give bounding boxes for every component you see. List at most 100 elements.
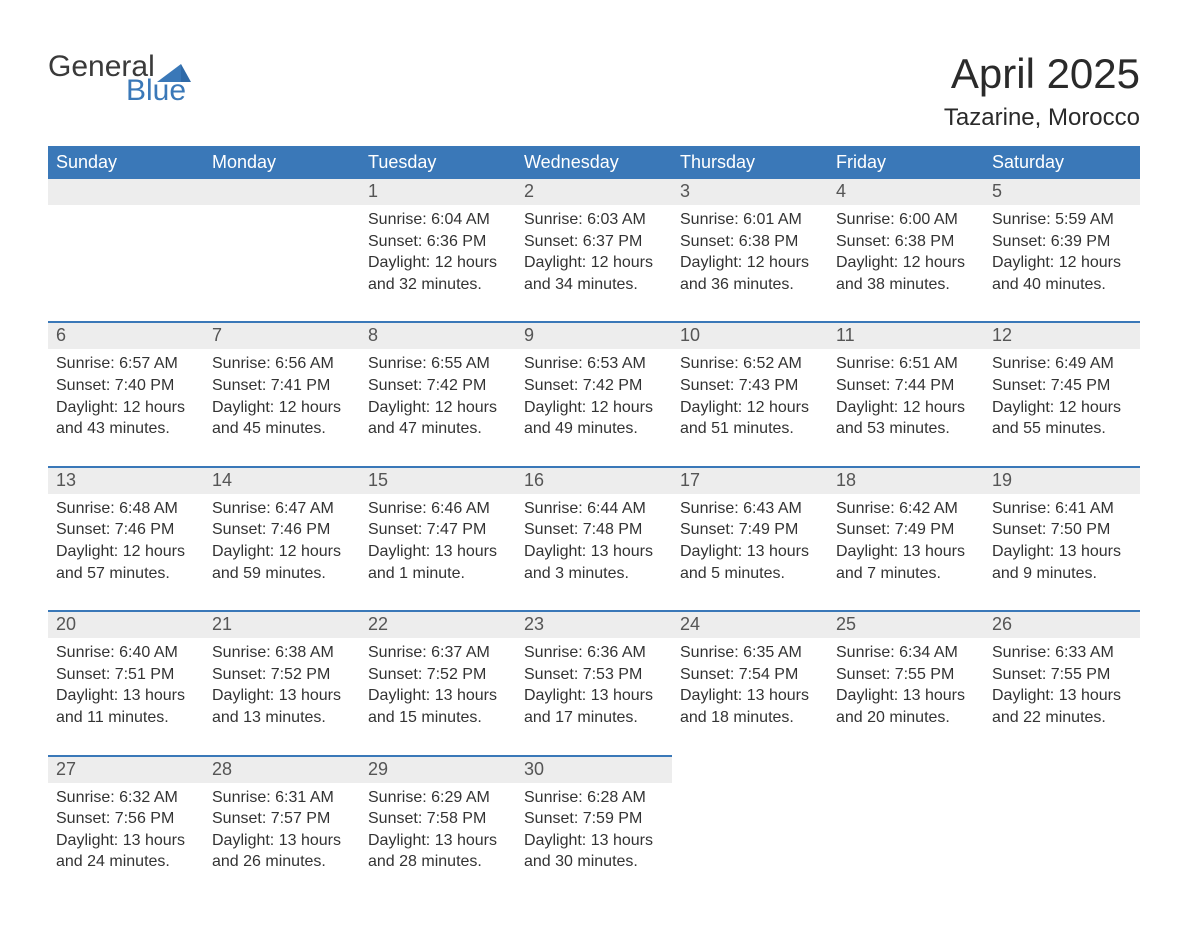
- sunrise-text: Sunrise: 6:37 AM: [368, 642, 508, 664]
- day-number: 14: [204, 468, 360, 494]
- day-cell: 22Sunrise: 6:37 AMSunset: 7:52 PMDayligh…: [360, 611, 516, 755]
- daylight-text-2: and 28 minutes.: [368, 851, 508, 873]
- sunrise-text: Sunrise: 6:57 AM: [56, 353, 196, 375]
- sunset-text: Sunset: 7:42 PM: [368, 375, 508, 397]
- sunrise-text: Sunrise: 6:44 AM: [524, 498, 664, 520]
- daylight-text-2: and 26 minutes.: [212, 851, 352, 873]
- day-number: 12: [984, 323, 1140, 349]
- sunrise-text: Sunrise: 6:43 AM: [680, 498, 820, 520]
- day-cell: 6Sunrise: 6:57 AMSunset: 7:40 PMDaylight…: [48, 322, 204, 466]
- day-body: Sunrise: 6:36 AMSunset: 7:53 PMDaylight:…: [516, 638, 672, 754]
- day-cell: 20Sunrise: 6:40 AMSunset: 7:51 PMDayligh…: [48, 611, 204, 755]
- day-body: Sunrise: 6:46 AMSunset: 7:47 PMDaylight:…: [360, 494, 516, 610]
- daylight-text-1: Daylight: 12 hours: [368, 252, 508, 274]
- sunrise-text: Sunrise: 6:48 AM: [56, 498, 196, 520]
- day-cell: 13Sunrise: 6:48 AMSunset: 7:46 PMDayligh…: [48, 467, 204, 611]
- day-body: Sunrise: 6:43 AMSunset: 7:49 PMDaylight:…: [672, 494, 828, 610]
- sunrise-text: Sunrise: 6:56 AM: [212, 353, 352, 375]
- daylight-text-1: Daylight: 12 hours: [836, 397, 976, 419]
- day-body-empty: [984, 756, 1140, 868]
- sunset-text: Sunset: 6:38 PM: [680, 231, 820, 253]
- day-body: Sunrise: 5:59 AMSunset: 6:39 PMDaylight:…: [984, 205, 1140, 321]
- daylight-text-1: Daylight: 13 hours: [524, 830, 664, 852]
- day-header-sunday: Sunday: [48, 146, 204, 179]
- day-number: 23: [516, 612, 672, 638]
- sunset-text: Sunset: 7:43 PM: [680, 375, 820, 397]
- day-cell: 25Sunrise: 6:34 AMSunset: 7:55 PMDayligh…: [828, 611, 984, 755]
- day-number: 17: [672, 468, 828, 494]
- daylight-text-2: and 40 minutes.: [992, 274, 1132, 296]
- sunrise-text: Sunrise: 6:31 AM: [212, 787, 352, 809]
- sunrise-text: Sunrise: 6:34 AM: [836, 642, 976, 664]
- logo: General Blue: [48, 50, 191, 108]
- day-cell: 3Sunrise: 6:01 AMSunset: 6:38 PMDaylight…: [672, 179, 828, 322]
- sunset-text: Sunset: 7:48 PM: [524, 519, 664, 541]
- location: Tazarine, Morocco: [944, 104, 1140, 132]
- sunset-text: Sunset: 6:36 PM: [368, 231, 508, 253]
- daylight-text-2: and 7 minutes.: [836, 563, 976, 585]
- day-number: 26: [984, 612, 1140, 638]
- daylight-text-2: and 18 minutes.: [680, 707, 820, 729]
- sunrise-text: Sunrise: 6:35 AM: [680, 642, 820, 664]
- day-cell: 8Sunrise: 6:55 AMSunset: 7:42 PMDaylight…: [360, 322, 516, 466]
- day-number: 9: [516, 323, 672, 349]
- calendar-table: Sunday Monday Tuesday Wednesday Thursday…: [48, 146, 1140, 899]
- day-number-empty: [204, 179, 360, 205]
- sunset-text: Sunset: 7:47 PM: [368, 519, 508, 541]
- sunrise-text: Sunrise: 6:49 AM: [992, 353, 1132, 375]
- day-cell: 28Sunrise: 6:31 AMSunset: 7:57 PMDayligh…: [204, 756, 360, 899]
- day-body: Sunrise: 6:41 AMSunset: 7:50 PMDaylight:…: [984, 494, 1140, 610]
- daylight-text-1: Daylight: 12 hours: [680, 397, 820, 419]
- day-cell: 18Sunrise: 6:42 AMSunset: 7:49 PMDayligh…: [828, 467, 984, 611]
- sunrise-text: Sunrise: 6:55 AM: [368, 353, 508, 375]
- title-block: April 2025 Tazarine, Morocco: [944, 50, 1140, 132]
- day-number: 20: [48, 612, 204, 638]
- sunrise-text: Sunrise: 6:33 AM: [992, 642, 1132, 664]
- daylight-text-1: Daylight: 13 hours: [56, 685, 196, 707]
- sunrise-text: Sunrise: 6:51 AM: [836, 353, 976, 375]
- daylight-text-2: and 47 minutes.: [368, 418, 508, 440]
- day-number: 15: [360, 468, 516, 494]
- sunset-text: Sunset: 7:50 PM: [992, 519, 1132, 541]
- day-number: 27: [48, 757, 204, 783]
- daylight-text-2: and 5 minutes.: [680, 563, 820, 585]
- day-number: 13: [48, 468, 204, 494]
- day-number: 30: [516, 757, 672, 783]
- day-cell: 29Sunrise: 6:29 AMSunset: 7:58 PMDayligh…: [360, 756, 516, 899]
- day-body: Sunrise: 6:48 AMSunset: 7:46 PMDaylight:…: [48, 494, 204, 610]
- sunset-text: Sunset: 7:52 PM: [368, 664, 508, 686]
- day-cell: 17Sunrise: 6:43 AMSunset: 7:49 PMDayligh…: [672, 467, 828, 611]
- daylight-text-2: and 20 minutes.: [836, 707, 976, 729]
- day-header-friday: Friday: [828, 146, 984, 179]
- sunrise-text: Sunrise: 6:00 AM: [836, 209, 976, 231]
- day-body: Sunrise: 6:01 AMSunset: 6:38 PMDaylight:…: [672, 205, 828, 321]
- day-body: Sunrise: 6:55 AMSunset: 7:42 PMDaylight:…: [360, 349, 516, 465]
- daylight-text-2: and 13 minutes.: [212, 707, 352, 729]
- sunset-text: Sunset: 7:41 PM: [212, 375, 352, 397]
- sunset-text: Sunset: 6:37 PM: [524, 231, 664, 253]
- day-header-wednesday: Wednesday: [516, 146, 672, 179]
- daylight-text-1: Daylight: 13 hours: [368, 541, 508, 563]
- sunrise-text: Sunrise: 6:03 AM: [524, 209, 664, 231]
- day-cell: [984, 756, 1140, 899]
- day-cell: 5Sunrise: 5:59 AMSunset: 6:39 PMDaylight…: [984, 179, 1140, 322]
- day-cell: [48, 179, 204, 322]
- daylight-text-1: Daylight: 13 hours: [836, 541, 976, 563]
- sunset-text: Sunset: 6:39 PM: [992, 231, 1132, 253]
- daylight-text-1: Daylight: 13 hours: [368, 830, 508, 852]
- day-cell: 21Sunrise: 6:38 AMSunset: 7:52 PMDayligh…: [204, 611, 360, 755]
- day-number: 8: [360, 323, 516, 349]
- sunset-text: Sunset: 7:55 PM: [992, 664, 1132, 686]
- sunset-text: Sunset: 7:49 PM: [836, 519, 976, 541]
- sunrise-text: Sunrise: 6:04 AM: [368, 209, 508, 231]
- day-number: 2: [516, 179, 672, 205]
- daylight-text-1: Daylight: 12 hours: [992, 397, 1132, 419]
- daylight-text-1: Daylight: 13 hours: [992, 541, 1132, 563]
- day-body: Sunrise: 6:56 AMSunset: 7:41 PMDaylight:…: [204, 349, 360, 465]
- daylight-text-2: and 24 minutes.: [56, 851, 196, 873]
- daylight-text-1: Daylight: 12 hours: [56, 541, 196, 563]
- day-number: 5: [984, 179, 1140, 205]
- daylight-text-1: Daylight: 13 hours: [56, 830, 196, 852]
- day-number: 10: [672, 323, 828, 349]
- sunrise-text: Sunrise: 6:46 AM: [368, 498, 508, 520]
